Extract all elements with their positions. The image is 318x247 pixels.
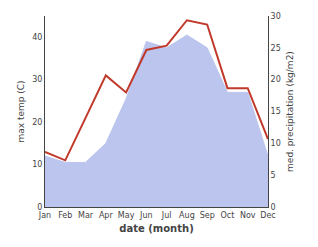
svg-text:Mar: Mar (78, 211, 94, 220)
svg-text:date (month): date (month) (119, 223, 193, 234)
svg-text:Feb: Feb (58, 211, 72, 220)
svg-text:10: 10 (271, 139, 281, 148)
svg-text:40: 40 (32, 33, 42, 42)
svg-text:30: 30 (271, 12, 281, 21)
svg-text:20: 20 (32, 118, 42, 127)
svg-text:30: 30 (32, 75, 42, 84)
svg-text:Sep: Sep (200, 211, 215, 220)
svg-text:Jul: Jul (161, 211, 172, 220)
svg-text:0: 0 (271, 203, 276, 212)
svg-text:May: May (118, 211, 135, 220)
svg-text:Jun: Jun (139, 211, 153, 220)
svg-text:Jan: Jan (38, 211, 51, 220)
svg-text:Dec: Dec (260, 211, 275, 220)
svg-text:med. precipitation (kg/m2): med. precipitation (kg/m2) (285, 51, 295, 172)
svg-text:20: 20 (271, 75, 281, 84)
svg-text:Apr: Apr (99, 211, 114, 220)
svg-text:10: 10 (32, 160, 42, 169)
svg-text:Oct: Oct (221, 211, 235, 220)
svg-text:25: 25 (271, 44, 281, 53)
svg-text:Aug: Aug (179, 211, 195, 220)
svg-text:15: 15 (271, 107, 281, 116)
svg-text:0: 0 (37, 203, 42, 212)
svg-text:max temp (C): max temp (C) (16, 80, 26, 142)
svg-text:Nov: Nov (240, 211, 256, 220)
svg-text:5: 5 (271, 171, 276, 180)
